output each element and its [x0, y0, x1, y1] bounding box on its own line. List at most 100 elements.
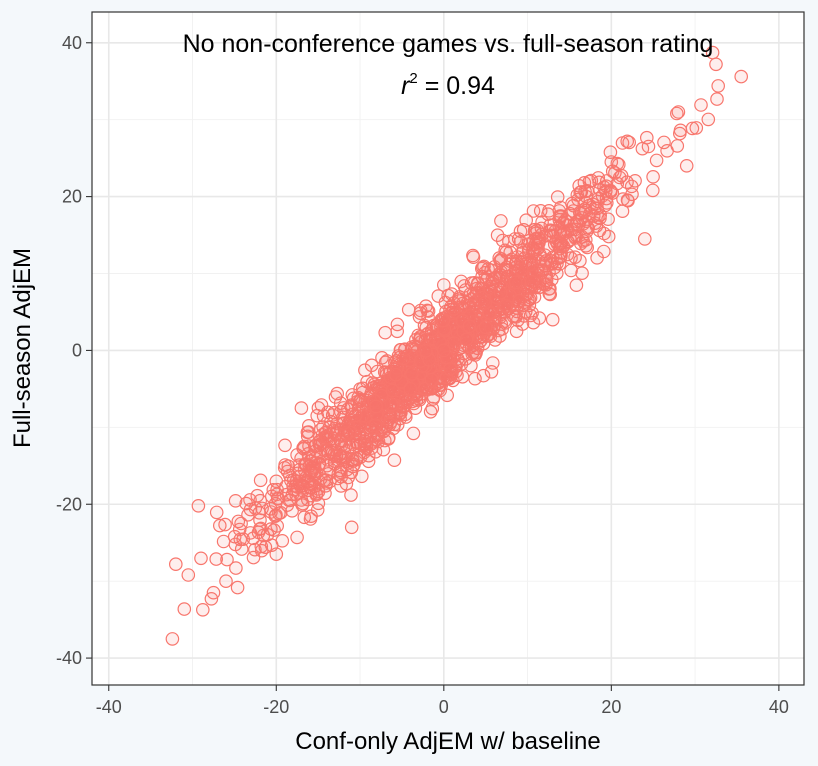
scatter-point	[391, 408, 405, 422]
scatter-point	[523, 308, 538, 323]
r-squared-exponent: 2	[409, 70, 417, 87]
scatter-point	[406, 426, 421, 441]
r-squared-value: = 0.94	[418, 72, 495, 100]
scatter-point	[378, 325, 392, 340]
scatter-point	[269, 547, 284, 561]
scatter-point	[405, 367, 419, 381]
y-axis-title: Full-season AdjEM	[9, 248, 36, 448]
scatter-point	[524, 250, 539, 264]
scatter-point	[498, 298, 513, 313]
scatter-point	[295, 483, 310, 498]
scatter-point	[468, 371, 482, 386]
scatter-point	[169, 557, 183, 571]
scatter-point	[439, 370, 454, 385]
scatter-point	[508, 275, 523, 290]
scatter-point	[637, 232, 652, 246]
scatter-point	[595, 188, 610, 203]
scatter-point	[398, 394, 413, 408]
scatter-point	[596, 244, 611, 259]
scatter-point	[270, 519, 284, 533]
scatter-point	[290, 448, 304, 462]
scatter-point	[711, 79, 725, 93]
scatter-point	[424, 372, 439, 387]
scatter-point	[269, 474, 284, 489]
scatter-point	[418, 343, 433, 358]
scatter-point	[671, 105, 686, 119]
scatter-point	[301, 418, 316, 433]
scatter-point	[645, 183, 660, 198]
y-tick-label: -20	[56, 494, 82, 514]
scatter-point	[508, 232, 522, 246]
scatter-point	[701, 112, 716, 127]
scatter-point	[484, 364, 499, 379]
scatter-point	[639, 130, 654, 145]
scatter-point	[615, 204, 630, 218]
scatter-point	[344, 520, 359, 535]
scatter-point	[564, 263, 578, 278]
scatter-point	[558, 217, 572, 231]
scatter-point	[218, 517, 232, 532]
scatter-point	[398, 342, 412, 356]
chart-title: No non-conference games vs. full-season …	[183, 30, 714, 58]
scatter-point	[294, 401, 309, 415]
scatter-point	[575, 266, 589, 280]
y-tick-label: 40	[62, 33, 82, 53]
scatter-point	[234, 516, 248, 531]
scatter-point	[253, 473, 268, 488]
scatter-point	[311, 482, 325, 496]
scatter-point	[646, 170, 660, 184]
scatter-point	[290, 530, 304, 545]
x-tick-label: -40	[96, 697, 122, 717]
scatter-point	[478, 320, 493, 335]
scatter-point	[264, 505, 278, 519]
scatter-point	[196, 602, 210, 617]
scatter-point	[455, 313, 470, 328]
scatter-point	[419, 320, 434, 335]
scatter-point	[529, 226, 543, 241]
scatter-point	[282, 468, 297, 483]
scatter-point	[495, 233, 510, 248]
scatter-point	[403, 382, 418, 396]
scatter-point	[573, 253, 587, 268]
scatter-point	[254, 539, 269, 554]
scatter-point	[579, 189, 593, 204]
scatter-point	[604, 155, 619, 169]
scatter-point	[230, 580, 245, 595]
scatter-point	[209, 505, 224, 520]
scatter-point	[508, 308, 523, 323]
scatter-point	[597, 226, 611, 241]
scatter-point	[494, 214, 508, 228]
scatter-point	[476, 336, 491, 351]
scatter-point	[550, 190, 565, 204]
scatter-point	[181, 568, 196, 582]
scatter-point	[468, 346, 482, 360]
scatter-point	[509, 324, 524, 339]
scatter-point	[526, 315, 541, 330]
scatter-point	[466, 250, 481, 265]
scatter-point	[673, 123, 688, 138]
scatter-point	[467, 275, 482, 290]
panel-border	[91, 11, 805, 686]
scatter-point	[484, 320, 498, 335]
scatter-point	[368, 418, 383, 432]
scatter-point	[339, 426, 353, 440]
scatter-point	[514, 263, 529, 277]
scatter-point	[390, 324, 404, 339]
x-tick-label: 40	[769, 697, 789, 717]
scatter-point	[228, 493, 243, 508]
scatter-point	[194, 551, 208, 566]
scatter-point	[387, 453, 402, 467]
scatter-point	[734, 69, 748, 84]
scatter-point	[433, 335, 447, 349]
scatter-point	[679, 159, 694, 173]
scatter-point	[462, 309, 477, 323]
scatter-point	[440, 388, 454, 403]
scatter-point	[566, 204, 581, 218]
scatter-point	[490, 228, 505, 242]
scatter-point	[228, 537, 243, 552]
scatter-point	[206, 585, 221, 600]
scatter-point	[408, 401, 423, 415]
scatter-point	[543, 223, 558, 237]
scatter-point	[535, 215, 549, 229]
